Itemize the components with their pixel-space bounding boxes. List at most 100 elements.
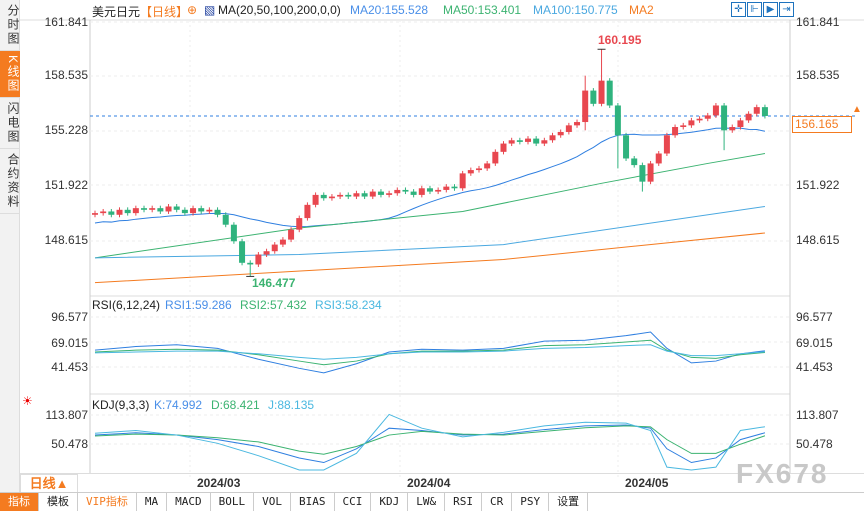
candle-body [181,209,188,214]
candle-body [443,186,450,190]
indicator-boll[interactable]: BOLL [211,493,255,511]
candle-body [255,254,262,265]
candle-body [288,229,295,240]
tab-timeshare[interactable]: 分时图 [0,0,20,51]
candle-body [198,208,205,212]
ma-settings-icon[interactable]: ▧ [204,3,216,17]
kdj-axis-label: 50.478 [51,437,88,451]
candle-body [459,173,466,189]
candle-body [672,127,679,136]
d-line [94,425,766,455]
candle-body [557,131,564,136]
rsi-axis-label: 41.453 [51,360,88,374]
candle-body [688,120,695,126]
indicator-ma[interactable]: MA [137,493,168,511]
scroll-up-icon[interactable]: ▲ [852,104,862,115]
candle-body [214,209,221,215]
price-axis-label: 148.615 [796,233,840,247]
candle-body [721,105,728,131]
price-axis-label: 161.841 [796,15,840,29]
candle-body [230,224,237,242]
kdj-axis-label: 113.807 [796,408,839,422]
tab-kline[interactable]: K线图 [0,51,20,99]
price-axis-label: 148.615 [44,233,88,247]
candle-body [484,163,491,169]
candle-body [639,165,646,182]
candle-body [565,125,572,132]
candle-body [704,115,711,119]
indicator-vol[interactable]: VOL [254,493,291,511]
period-label: 【日线】 [140,5,189,19]
candle-body [680,125,687,128]
ma100-value: MA100:150.775 [533,3,618,17]
indicator-rsi[interactable]: RSI [445,493,482,511]
candle-body [173,206,180,210]
ma100-line [94,206,766,259]
zoom-range-icon[interactable]: ⊩ [747,2,762,17]
period-selector[interactable]: 日线▲ [20,474,78,493]
candle-body [549,135,556,141]
ma20-line [94,127,766,228]
candle-body [132,208,139,214]
candle-body [320,194,327,199]
tab-templates[interactable]: 模板 [39,493,78,511]
left-tabs: 分时图 K线图 闪电图 合约资料 [0,0,20,492]
candle-body [206,209,213,212]
candle-body [467,170,474,174]
candle-body [541,140,548,144]
crosshair-icon[interactable]: ⊕ [187,3,198,17]
tab-flash[interactable]: 闪电图 [0,98,20,150]
next-icon[interactable]: ▶ [763,2,778,17]
j-value: J:88.135 [268,398,315,412]
candle-body [157,208,164,212]
end-icon[interactable]: ⇥ [779,2,794,17]
indicator-macd[interactable]: MACD [167,493,211,511]
candle-body [328,196,335,199]
indicator-lw[interactable]: LW& [408,493,446,511]
k-line [94,424,766,464]
tab-vip-indicators[interactable]: VIP指标 [78,493,137,511]
indicator-psy[interactable]: PSY [512,493,550,511]
ma20-value: MA20:155.528 [350,3,429,17]
ma50-value: MA50:153.401 [443,3,522,17]
candle-body [590,90,597,104]
candle-body [426,188,433,192]
high-price-label: 160.195 [598,33,642,47]
settings-button[interactable]: 设置 [549,493,589,511]
indicator-kdj[interactable]: KDJ [371,493,409,511]
price-axis-label: 155.228 [44,123,88,137]
price-axis-label: 151.922 [44,178,88,192]
date-label: 2024/05 [625,476,669,490]
candle-body [574,122,581,126]
watermark-logo: FX678 [736,458,829,489]
candle-body [361,193,368,197]
candle-body [606,80,613,106]
candle-body [729,127,736,131]
tab-contract-info[interactable]: 合约资料 [0,149,20,215]
d-value: D:68.421 [211,398,260,412]
tab-indicators[interactable]: 指标 [0,493,39,511]
candle-body [753,107,760,114]
rsi-label: RSI(6,12,24) [92,298,161,312]
symbol-title: 美元日元 [92,5,141,19]
indicator-cci[interactable]: CCI [335,493,372,511]
kline-chart[interactable] [0,0,864,492]
candle-body [663,135,670,154]
indicator-bias[interactable]: BIAS [291,493,335,511]
candle-body [696,118,703,121]
candle-body [516,140,523,142]
candle-body [655,153,662,164]
kdj-label: KDJ(9,3,3) [92,398,150,412]
ma200-value: MA2 [629,3,654,17]
ma50-line [94,153,766,259]
ma-label: MA(20,50,100,200,0,0) [218,3,341,17]
rsi1-value: RSI1:59.286 [165,298,232,312]
crosshair-tool-icon[interactable]: ✛ [731,2,746,17]
candle-body [410,191,417,195]
candle-body [418,188,425,195]
indicator-cr[interactable]: CR [482,493,513,511]
sun-settings-icon[interactable]: ☀ [22,394,33,408]
current-price-label: 156.165 [792,116,852,133]
candle-body [647,163,654,182]
price-axis-label: 158.535 [44,68,88,82]
